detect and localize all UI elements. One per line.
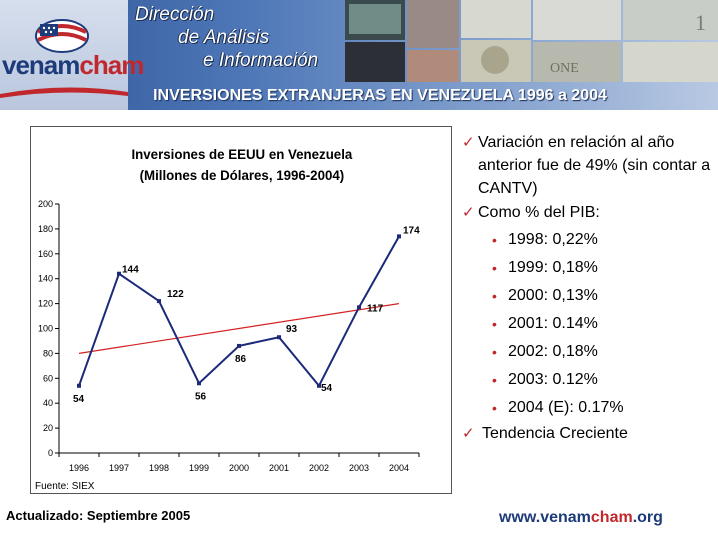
data-point bbox=[277, 335, 281, 340]
globe-flag-icon bbox=[35, 19, 89, 53]
logo: venamcham bbox=[0, 0, 144, 110]
list-item: • 2003: 0.12% bbox=[462, 366, 718, 394]
bullet-icon: • bbox=[492, 232, 497, 248]
data-point bbox=[397, 234, 401, 239]
note-trend: ✓ Tendencia Creciente bbox=[462, 422, 718, 445]
bullet-icon: • bbox=[492, 316, 497, 332]
data-label: 174 bbox=[403, 225, 420, 236]
bullet-icon: • bbox=[492, 260, 497, 276]
y-tick-label: 0 bbox=[48, 448, 53, 458]
chart-canvas: Inversiones de EEUU en Venezuela (Millon… bbox=[35, 147, 420, 492]
note-pib: ✓ Como % del PIB: bbox=[462, 201, 718, 224]
trend-line bbox=[78, 303, 400, 354]
checkmark-icon: ✓ bbox=[462, 134, 475, 151]
checkmark-icon: ✓ bbox=[462, 425, 475, 442]
y-tick-label: 60 bbox=[43, 373, 53, 383]
department-line-1: Dirección bbox=[135, 4, 215, 25]
x-tick-label: 1996 bbox=[69, 463, 89, 473]
updated-date: Actualizado: Septiembre 2005 bbox=[6, 508, 191, 523]
y-tick-label: 160 bbox=[38, 249, 53, 259]
data-point bbox=[357, 305, 361, 310]
checkmark-icon: ✓ bbox=[462, 204, 475, 221]
data-point bbox=[197, 381, 201, 386]
plot-area: 0 20 40 60 80 100 120 140 160 180 200 1996 1997 1998 1… bbox=[38, 199, 420, 473]
list-item: • 1999: 0,18% bbox=[462, 254, 718, 282]
data-label: 56 bbox=[195, 391, 207, 402]
chart-subtitle: (Millones de Dólares, 1996-2004) bbox=[140, 168, 345, 183]
list-item: • 2000: 0,13% bbox=[462, 282, 718, 310]
list-item: • 2001: 0.14% bbox=[462, 310, 718, 338]
y-tick-label: 100 bbox=[38, 324, 53, 334]
logo-swoosh bbox=[0, 87, 128, 98]
list-item: • 1998: 0,22% bbox=[462, 226, 718, 254]
website-link[interactable]: www.venamcham.org bbox=[499, 509, 663, 526]
page-title: INVERSIONES EXTRANJERAS EN VENEZUELA 199… bbox=[153, 87, 607, 104]
data-label: 93 bbox=[286, 324, 298, 335]
x-tick-label: 2002 bbox=[309, 463, 329, 473]
svg-text:ONE: ONE bbox=[550, 61, 579, 76]
data-label: 122 bbox=[167, 289, 184, 300]
x-tick-label: 1999 bbox=[189, 463, 209, 473]
note-pib-heading: Como % del PIB: bbox=[478, 204, 600, 221]
bullet-icon: • bbox=[492, 400, 497, 416]
x-tick-label: 2001 bbox=[269, 463, 289, 473]
bullet-icon: • bbox=[492, 372, 497, 388]
data-label: 86 bbox=[235, 354, 247, 365]
department-line-3: e Información bbox=[203, 50, 319, 71]
svg-text:1: 1 bbox=[695, 10, 706, 35]
logo-wordmark: venamcham bbox=[2, 50, 144, 80]
banknotes-photo-collage: ONE 1 bbox=[345, 0, 718, 82]
chart-title: Inversiones de EEUU en Venezuela bbox=[131, 147, 352, 162]
data-point bbox=[317, 383, 321, 388]
y-tick-label: 80 bbox=[43, 348, 53, 358]
data-point bbox=[237, 343, 241, 348]
data-label: 54 bbox=[321, 383, 333, 394]
bullet-icon: • bbox=[492, 344, 497, 360]
y-tick-label: 120 bbox=[38, 299, 53, 309]
chart-source: Fuente: SIEX bbox=[35, 481, 95, 492]
y-tick-label: 20 bbox=[43, 423, 53, 433]
x-tick-label: 2004 bbox=[389, 463, 409, 473]
data-point bbox=[77, 383, 81, 388]
line-chart: Inversiones de EEUU en Venezuela (Millon… bbox=[30, 126, 452, 494]
y-tick-label: 200 bbox=[38, 199, 53, 209]
x-tick-label: 1997 bbox=[109, 463, 129, 473]
y-tick-label: 40 bbox=[43, 398, 53, 408]
y-tick-label: 180 bbox=[38, 224, 53, 234]
note-variation: ✓ Variación en relación al año anterior … bbox=[462, 131, 718, 200]
department-line-2: de Análisis bbox=[178, 27, 270, 48]
y-tick-label: 140 bbox=[38, 274, 53, 284]
pib-list: • 1998: 0,22% • 1999: 0,18% • 2000: 0,13% •… bbox=[462, 226, 718, 422]
x-tick-label: 2000 bbox=[229, 463, 249, 473]
data-label: 117 bbox=[367, 303, 384, 314]
note-variation-text: Variación en relación al año anterior fu… bbox=[478, 134, 711, 197]
notes-panel: ✓ Variación en relación al año anterior … bbox=[462, 131, 718, 445]
data-point bbox=[157, 299, 161, 304]
header-banner: venamcham Dirección de Análisis e Inform… bbox=[0, 0, 718, 110]
list-item: • 2004 (E): 0.17% bbox=[462, 394, 718, 422]
data-label: 144 bbox=[122, 265, 139, 276]
list-item: • 2002: 0,18% bbox=[462, 338, 718, 366]
note-trend-text: Tendencia Creciente bbox=[482, 425, 628, 442]
bullet-icon: • bbox=[492, 288, 497, 304]
data-point bbox=[117, 271, 121, 276]
x-tick-label: 1998 bbox=[149, 463, 169, 473]
data-label: 54 bbox=[73, 394, 85, 405]
x-tick-label: 2003 bbox=[349, 463, 369, 473]
